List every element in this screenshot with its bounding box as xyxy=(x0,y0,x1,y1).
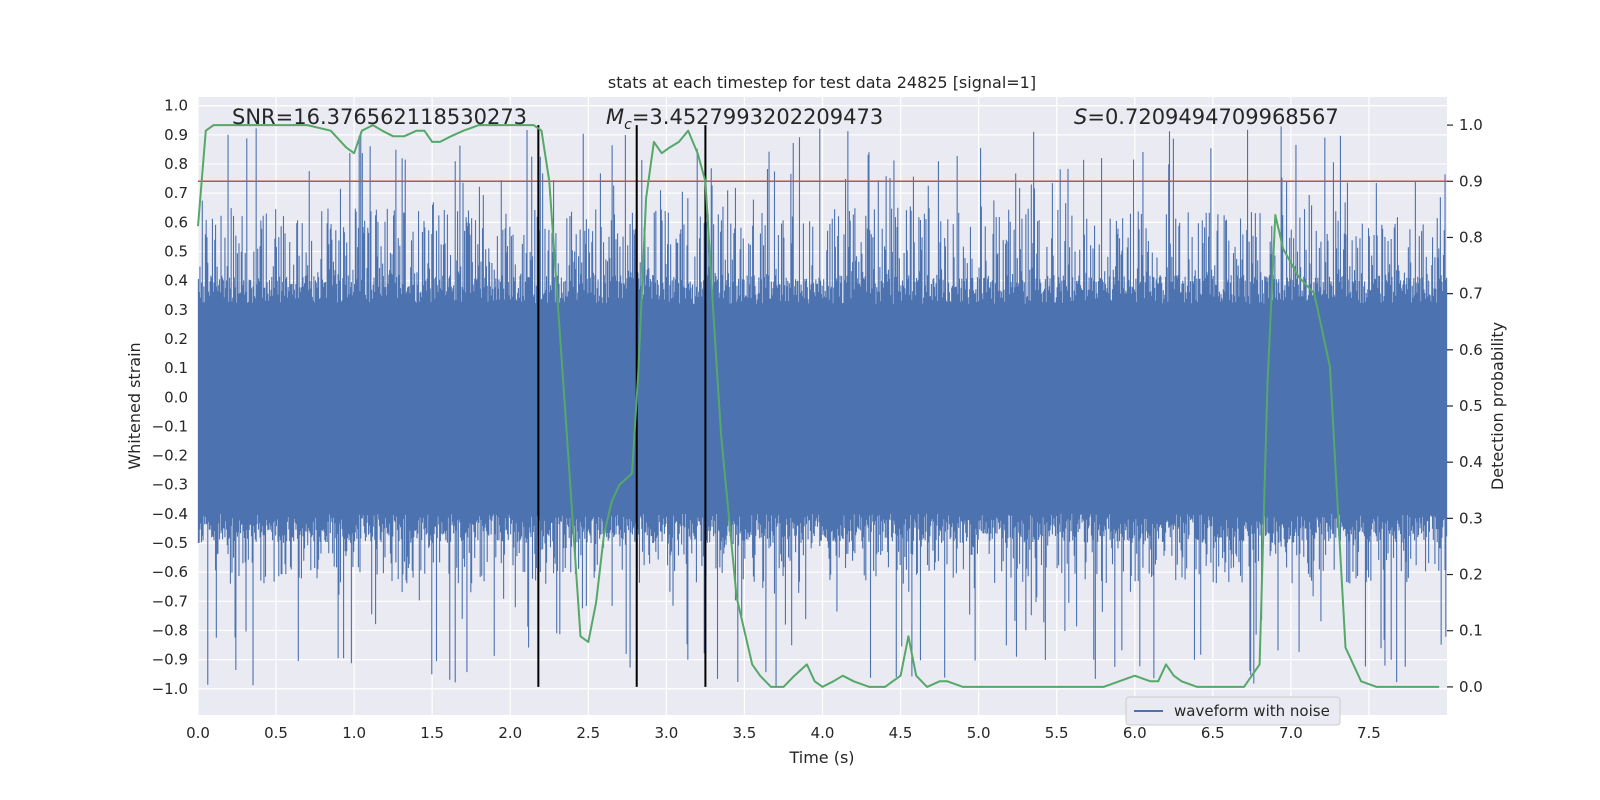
waveform-series xyxy=(197,126,1448,687)
waveform-path xyxy=(197,126,1448,687)
y-tick-label-left: −0.6 xyxy=(152,563,188,581)
y-tick-label-left: 0.3 xyxy=(164,301,188,319)
x-tick-label: 6.0 xyxy=(1123,724,1147,742)
x-tick-label: 5.5 xyxy=(1045,724,1069,742)
legend: waveform with noise xyxy=(1125,696,1341,726)
y-tick-labels-left: 1.0 0.9 0.8 0.7 0.6 0.5 0.4 0.3 0.2 0.1 0.0 −0.1 −0.… xyxy=(152,97,188,698)
y-tick-label-left: −0.2 xyxy=(152,447,188,465)
y-tick-label-left: −0.1 xyxy=(152,417,188,435)
x-tick-label: 1.5 xyxy=(420,724,444,742)
y-tick-label-right: 0.1 xyxy=(1459,622,1483,640)
y-axis-label-left: Whitened strain xyxy=(125,342,144,469)
x-tick-label: 2.5 xyxy=(576,724,600,742)
x-tick-label: 6.5 xyxy=(1201,724,1225,742)
y-tick-label-right: 0.6 xyxy=(1459,341,1483,359)
y-tick-label-left: 1.0 xyxy=(164,97,188,115)
y-tick-label-left: −0.3 xyxy=(152,476,188,494)
y-tick-label-left: 0.0 xyxy=(164,388,188,406)
y-tick-label-left: −0.9 xyxy=(152,651,188,669)
x-tick-label: 1.0 xyxy=(342,724,366,742)
y-tick-label-left: 0.2 xyxy=(164,330,188,348)
x-tick-label: 7.5 xyxy=(1357,724,1381,742)
y-tick-label-left: −0.7 xyxy=(152,592,188,610)
y-tick-label-right: 0.8 xyxy=(1459,228,1483,246)
s-annotation: S=0.7209494709968567 xyxy=(1074,105,1339,129)
chirp-mass-value: =3.4527993202209473 xyxy=(632,105,883,129)
x-tick-label: 3.0 xyxy=(654,724,678,742)
y-tick-label-left: 0.7 xyxy=(164,184,188,202)
y-tick-label-left: −0.5 xyxy=(152,534,188,552)
y-tick-label-left: −0.8 xyxy=(152,621,188,639)
y-tick-label-right: 0.3 xyxy=(1459,509,1483,527)
y-tick-label-left: 0.9 xyxy=(164,126,188,144)
chirp-mass-annotation: Mc=3.4527993202209473 xyxy=(606,105,883,133)
legend-label-waveform: waveform with noise xyxy=(1174,702,1330,720)
y-tick-label-right: 0.9 xyxy=(1459,172,1483,190)
x-tick-label: 4.5 xyxy=(889,724,913,742)
s-symbol: S xyxy=(1074,105,1087,129)
y-tick-label-left: 0.4 xyxy=(164,272,188,290)
y-axis-label-right: Detection probability xyxy=(1488,322,1507,490)
x-tick-label: 0.5 xyxy=(264,724,288,742)
snr-annotation: SNR=16.376562118530273 xyxy=(232,105,527,129)
y-tick-label-left: 0.8 xyxy=(164,155,188,173)
y-tick-label-right: 0.2 xyxy=(1459,566,1483,584)
chirp-mass-symbol: M xyxy=(606,105,624,129)
x-tick-label: 4.0 xyxy=(811,724,835,742)
s-value: =0.7209494709968567 xyxy=(1087,105,1338,129)
y-tick-label-right: 0.7 xyxy=(1459,285,1483,303)
y-tick-label-right: 0.5 xyxy=(1459,397,1483,415)
x-tick-label: 5.0 xyxy=(967,724,991,742)
x-tick-label: 7.0 xyxy=(1279,724,1303,742)
x-tick-label: 3.5 xyxy=(733,724,757,742)
y-tick-label-left: −1.0 xyxy=(152,680,188,698)
y-tick-label-right: 0.4 xyxy=(1459,453,1483,471)
y-tick-labels-right: 1.0 0.9 0.8 0.7 0.6 0.5 0.4 0.3 0.2 0.1 0.0 xyxy=(1447,116,1483,696)
x-tick-labels: 0.0 0.5 1.0 1.5 2.0 2.5 3.0 3.5 4.0 4.5 5.0 5.5 6.0 6… xyxy=(186,724,1381,742)
x-tick-label: 2.0 xyxy=(498,724,522,742)
detection-probability-line xyxy=(197,124,1440,688)
y-tick-label-left: 0.6 xyxy=(164,213,188,231)
chirp-mass-subscript: c xyxy=(624,117,632,133)
y-tick-label-left: 0.1 xyxy=(164,359,188,377)
y-tick-label-right: 0.0 xyxy=(1459,678,1483,696)
chart-title: stats at each timestep for test data 248… xyxy=(608,73,1036,92)
y-tick-label-left: 0.5 xyxy=(164,243,188,261)
legend-box xyxy=(1125,696,1341,726)
x-tick-label: 0.0 xyxy=(186,724,210,742)
x-axis-label: Time (s) xyxy=(788,748,854,767)
y-tick-label-left: −0.4 xyxy=(152,505,188,523)
y-tick-label-right: 1.0 xyxy=(1459,116,1483,134)
